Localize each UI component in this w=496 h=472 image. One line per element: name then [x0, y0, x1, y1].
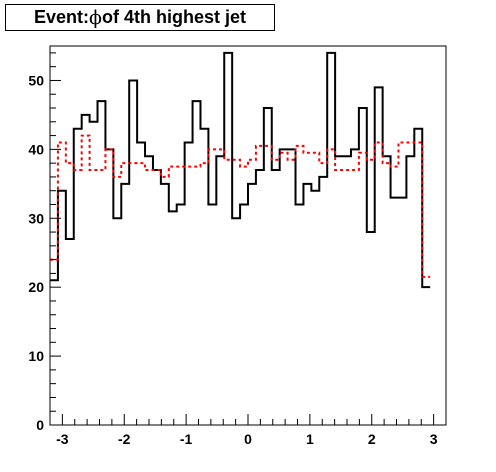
title-prefix: Event:: [34, 7, 90, 27]
x-tick-label: 3: [430, 431, 438, 447]
y-axis: 0 10 20 30 40 50: [28, 52, 61, 433]
x-tick-label: -1: [180, 431, 193, 447]
series-layer: [50, 51, 431, 289]
y-tick-label: 10: [28, 348, 44, 364]
series-solid-line: [50, 51, 431, 289]
y-tick-label: 20: [28, 279, 44, 295]
chart-title: Event: ϕ of 4th highest jet: [5, 4, 275, 31]
x-tick-label: -2: [118, 431, 131, 447]
x-tick-label: 2: [368, 431, 376, 447]
y-tick-label: 50: [28, 72, 44, 88]
title-phi-symbol: ϕ: [89, 6, 102, 29]
title-suffix: of 4th highest jet: [101, 7, 246, 27]
y-tick-label: 40: [28, 141, 44, 157]
x-tick-label: 0: [244, 431, 252, 447]
y-tick-label: 30: [28, 210, 44, 226]
x-axis: -3 -2 -1 0 1 2 3: [49, 414, 447, 447]
y-tick-label: 0: [36, 417, 44, 433]
series-dashed-line: [50, 134, 431, 278]
x-tick-label: 1: [306, 431, 314, 447]
x-tick-label: -3: [56, 431, 69, 447]
plot-frame: [49, 45, 447, 426]
